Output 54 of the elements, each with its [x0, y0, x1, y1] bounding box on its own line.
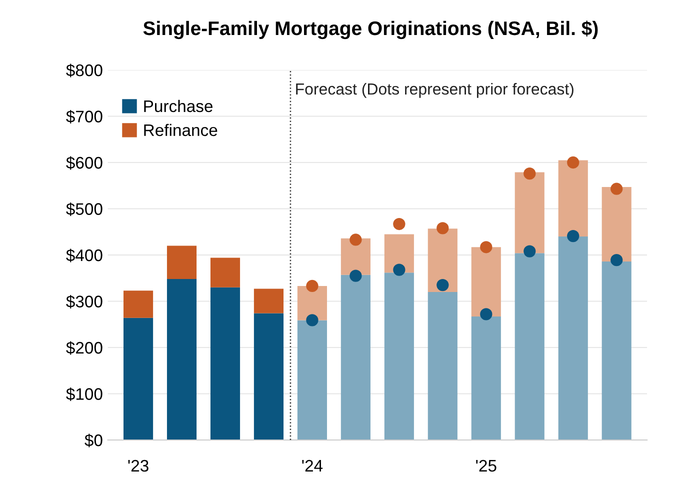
x-tick-label: '24: [302, 460, 323, 472]
point: [306, 314, 318, 326]
chart-title: Single-Family Mortgage Originations (NSA, Bil. $): [143, 20, 598, 40]
point: [567, 156, 580, 169]
x-tick-label: '25: [476, 460, 496, 472]
bar: [558, 236, 588, 440]
point: [610, 254, 623, 266]
bar: [123, 318, 154, 440]
point: [306, 280, 318, 292]
point: [524, 245, 536, 258]
bar: [514, 172, 544, 254]
bar: [602, 187, 632, 262]
bar: [384, 234, 414, 273]
bar: [210, 258, 240, 288]
y-tick-label: $300: [66, 294, 102, 308]
annotation: Forecast (Dots represent prior forecast): [296, 82, 574, 98]
y-tick-label: $200: [66, 341, 102, 355]
bar: [210, 287, 240, 440]
point: [480, 241, 492, 254]
y-tick-label: $0: [84, 434, 102, 448]
point: [436, 278, 449, 292]
bar: [254, 313, 284, 440]
bar: [428, 292, 458, 440]
point: [393, 218, 406, 230]
legend-label: Refinance: [144, 124, 218, 136]
bar: [254, 288, 284, 314]
bar: [602, 261, 632, 440]
legend-label: Purchase: [144, 100, 213, 112]
bar: [471, 316, 501, 440]
x-tick-label: '23: [128, 460, 148, 472]
point: [480, 308, 492, 320]
y-tick-label: $500: [66, 202, 102, 216]
y-tick-label: $800: [66, 64, 102, 78]
point: [436, 222, 449, 234]
point: [524, 168, 536, 180]
point: [567, 230, 580, 242]
point: [350, 234, 362, 246]
bar: [384, 272, 414, 440]
bar: [123, 290, 154, 318]
y-tick-label: $400: [66, 248, 102, 262]
point: [610, 182, 623, 195]
bar: [558, 160, 588, 236]
bar: [166, 279, 197, 440]
bar: [471, 247, 501, 317]
y-tick-label: $100: [66, 387, 102, 401]
bar: [514, 253, 544, 440]
bar: [297, 320, 327, 440]
y-tick-label: $700: [66, 110, 102, 124]
point: [393, 264, 406, 276]
y-tick-label: $600: [66, 156, 102, 170]
bar: [428, 228, 458, 292]
bar: [166, 246, 197, 280]
bar: [340, 274, 370, 440]
point: [350, 270, 362, 282]
